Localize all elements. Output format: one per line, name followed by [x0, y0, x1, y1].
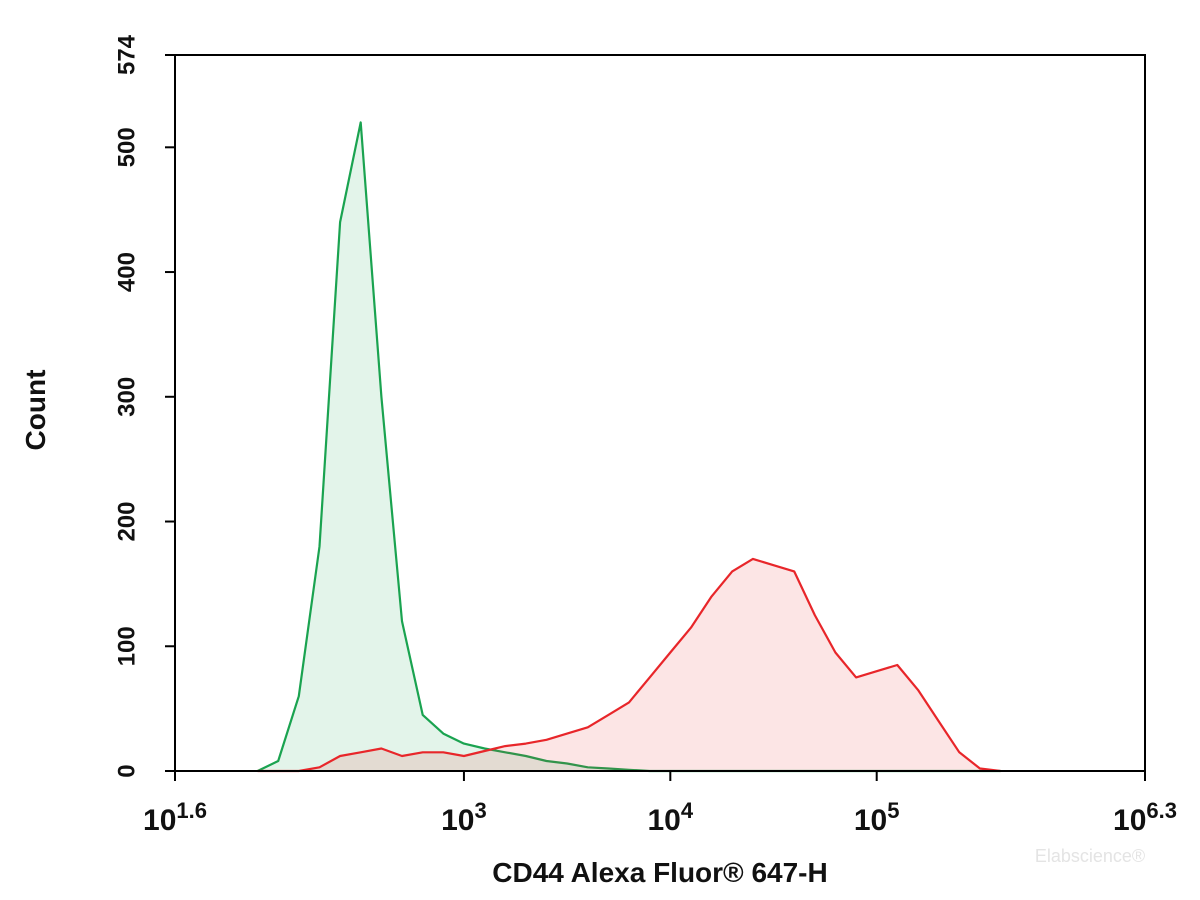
x-tick-base: 10	[143, 804, 176, 837]
area-fill	[257, 122, 1001, 771]
x-tick-base: 10	[854, 804, 887, 837]
x-tick-label: 103	[441, 798, 487, 837]
plot-frame	[174, 54, 1146, 772]
x-tick-exponent: 3	[474, 798, 486, 823]
x-tick-exponent: 5	[887, 798, 899, 823]
x-tick-base: 10	[441, 804, 474, 837]
series-line	[257, 557, 1001, 773]
watermark: Elabscience®	[1035, 846, 1145, 866]
x-tick-exponent: 1.6	[176, 798, 207, 823]
x-tick-label: 104	[648, 798, 694, 837]
x-tick-exponent: 4	[681, 798, 694, 823]
y-tick-label: 100	[113, 626, 140, 666]
y-tick-label: 300	[113, 377, 140, 417]
area-fill	[257, 558, 1001, 771]
x-tick-base: 10	[1113, 804, 1146, 837]
y-tick-label: 574	[113, 34, 140, 75]
x-tick-base: 10	[648, 804, 681, 837]
y-tick-label: 200	[113, 501, 140, 541]
x-tick-exponent: 6.3	[1146, 798, 1177, 823]
y-tick-label: 500	[113, 127, 140, 167]
x-tick-label: 101.6	[143, 798, 207, 837]
y-tick-label: 0	[113, 764, 140, 777]
y-tick-label: 400	[113, 252, 140, 292]
x-tick-label: 105	[854, 798, 900, 837]
x-axis-title: CD44 Alexa Fluor® 647-H	[492, 857, 827, 888]
y-axis-title: Count	[20, 370, 51, 451]
x-tick-label: 106.3	[1113, 798, 1177, 837]
